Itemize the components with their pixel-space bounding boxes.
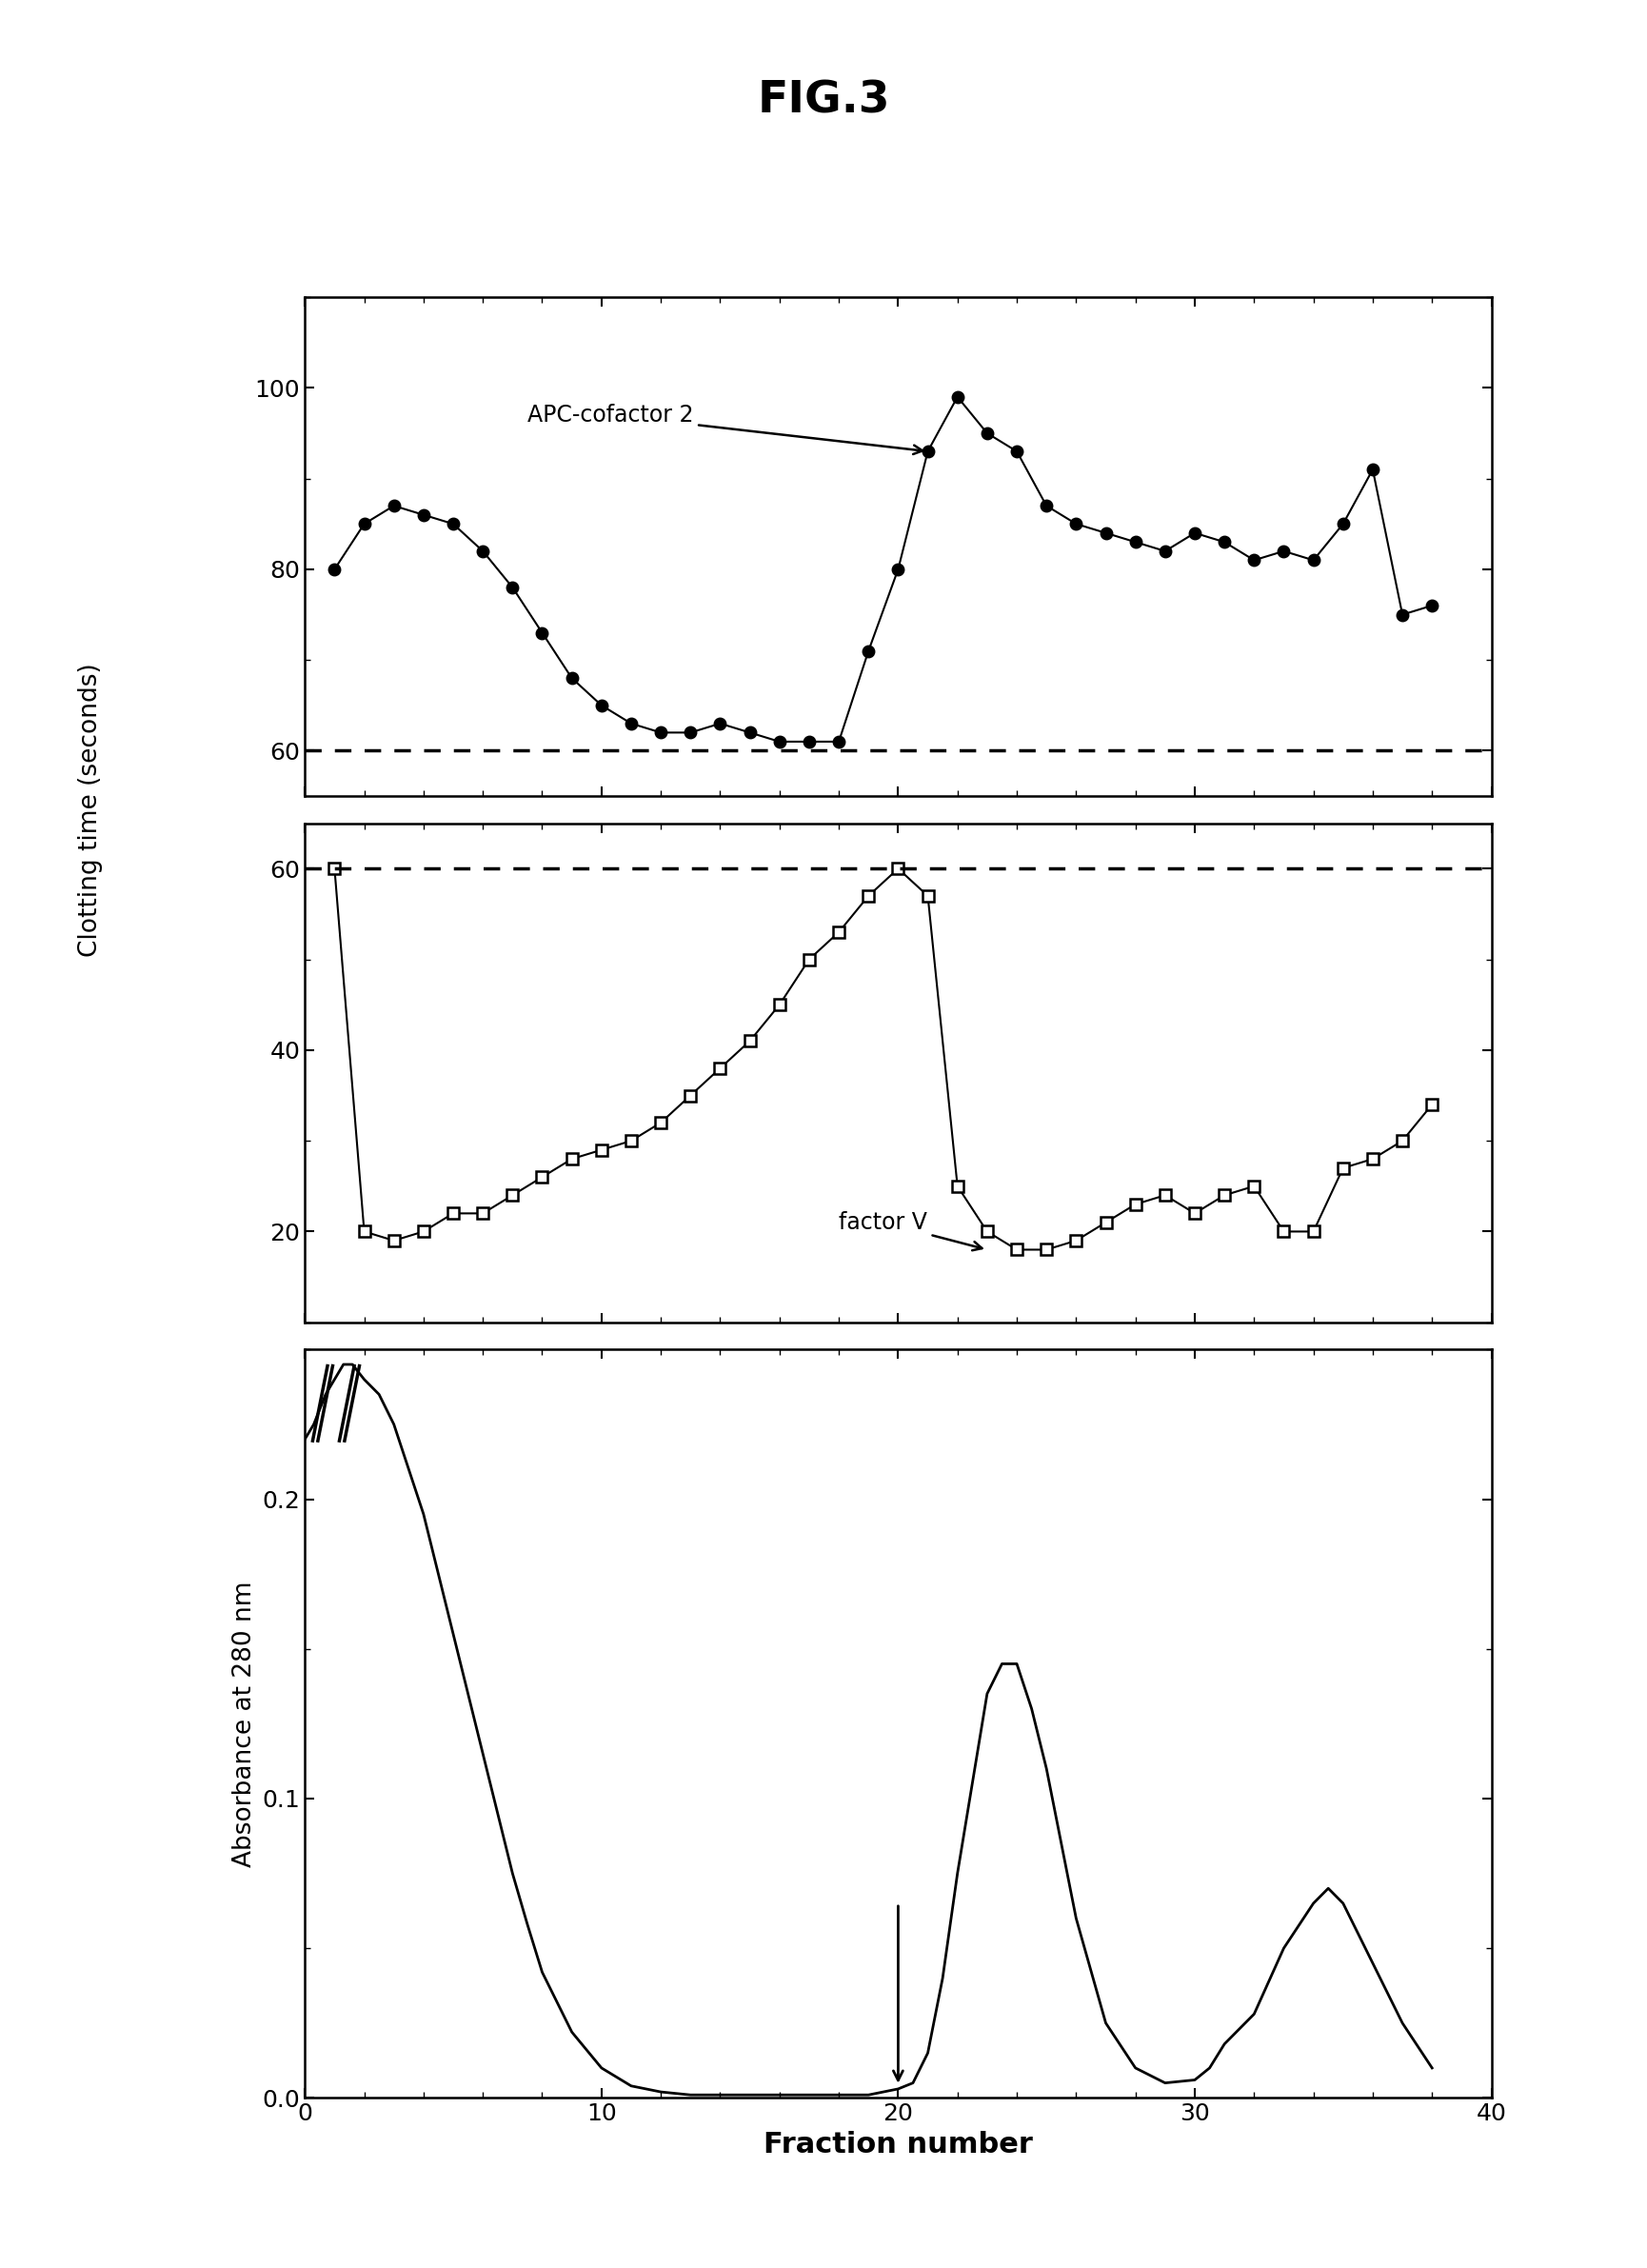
X-axis label: Fraction number: Fraction number xyxy=(763,2130,1033,2159)
Y-axis label: Absorbance at 280 nm: Absorbance at 280 nm xyxy=(232,1581,257,1867)
Text: APC-cofactor 2: APC-cofactor 2 xyxy=(527,404,922,454)
Text: Clotting time (seconds): Clotting time (seconds) xyxy=(77,662,104,957)
Text: FIG.3: FIG.3 xyxy=(758,79,889,122)
Text: factor V: factor V xyxy=(838,1211,982,1250)
